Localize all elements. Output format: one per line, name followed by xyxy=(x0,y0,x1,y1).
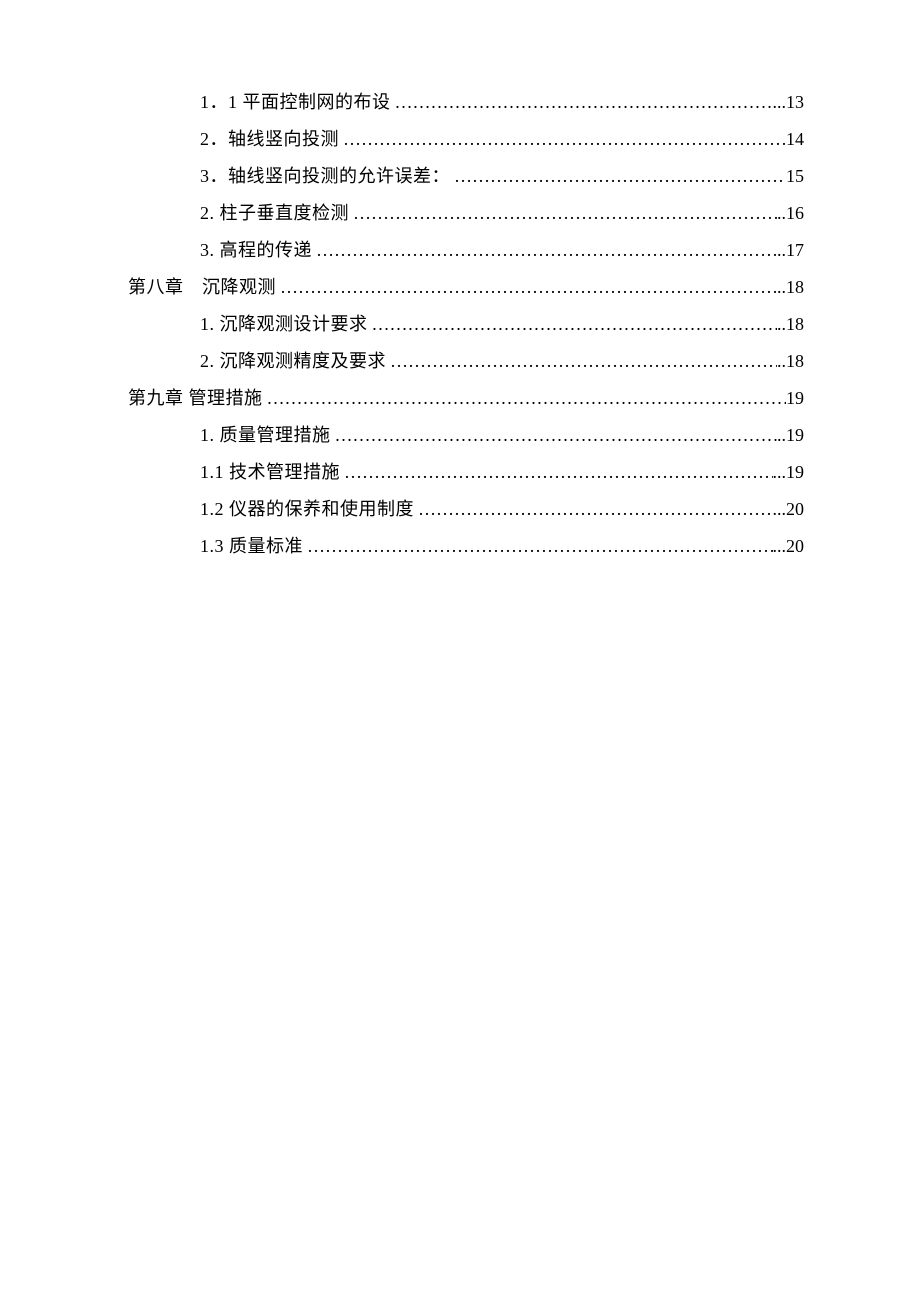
toc-page-number: ...13 xyxy=(773,84,805,121)
toc-entry: 2. 沉降观测精度及要求 ..18 xyxy=(128,343,804,380)
toc-entry: 1. 沉降观测设计要求 ..18 xyxy=(128,306,804,343)
toc-entry: 第九章 管理措施 19 xyxy=(128,380,804,417)
toc-leader-dots xyxy=(263,380,787,417)
toc-label: 1．1 平面控制网的布设 xyxy=(200,84,391,121)
toc-label: 2. 柱子垂直度检测 xyxy=(200,195,349,232)
toc-label: 1.2 仪器的保养和使用制度 xyxy=(200,491,414,528)
toc-leader-dots xyxy=(391,84,773,121)
toc-entry: 1.2 仪器的保养和使用制度 ...20 xyxy=(128,491,804,528)
toc-entry: 2. 柱子垂直度检测 ..16 xyxy=(128,195,804,232)
toc-entry: 1. 质量管理措施 ..19 xyxy=(128,417,804,454)
table-of-contents: 1．1 平面控制网的布设...132．轴线竖向投测143．轴线竖向投测的允许误差… xyxy=(128,84,804,565)
toc-label: 1.1 技术管理措施 xyxy=(200,454,340,491)
toc-leader-dots xyxy=(339,121,786,158)
toc-entry: 2．轴线竖向投测 14 xyxy=(128,121,804,158)
toc-entry: 3. 高程的传递 ..17 xyxy=(128,232,804,269)
toc-page-number: 15 xyxy=(786,158,804,195)
toc-label: 2．轴线竖向投测 xyxy=(200,121,339,158)
toc-leader-dots xyxy=(331,417,778,454)
toc-label: 3. 高程的传递 xyxy=(200,232,312,269)
toc-page-number: ..18 xyxy=(777,306,804,343)
toc-leader-dots xyxy=(303,528,773,565)
toc-entry: 1.3 质量标准 ...20 xyxy=(128,528,804,565)
toc-page-number: ...20 xyxy=(773,528,805,565)
toc-page-number: ..18 xyxy=(777,269,804,306)
toc-label: 1. 质量管理措施 xyxy=(200,417,331,454)
toc-page-number: ..19 xyxy=(777,417,804,454)
toc-entry: 第八章 沉降观测 ..18 xyxy=(128,269,804,306)
toc-page-number: ..17 xyxy=(777,232,804,269)
toc-page-number: 19 xyxy=(786,380,804,417)
toc-leader-dots xyxy=(349,195,777,232)
toc-label: 第九章 管理措施 xyxy=(128,380,263,417)
toc-entry: 3．轴线竖向投测的允许误差： 15 xyxy=(128,158,804,195)
toc-leader-dots xyxy=(386,343,777,380)
toc-page-number: ...20 xyxy=(773,491,805,528)
toc-label: 3．轴线竖向投测的允许误差： xyxy=(200,158,450,195)
toc-label: 1. 沉降观测设计要求 xyxy=(200,306,368,343)
toc-label: 1.3 质量标准 xyxy=(200,528,303,565)
toc-page-number: ..18 xyxy=(777,343,804,380)
toc-leader-dots xyxy=(368,306,778,343)
toc-label: 第八章 沉降观测 xyxy=(128,269,276,306)
toc-leader-dots xyxy=(276,269,777,306)
toc-page-number: ...19 xyxy=(773,454,805,491)
toc-entry: 1．1 平面控制网的布设 ...13 xyxy=(128,84,804,121)
toc-leader-dots xyxy=(340,454,773,491)
toc-entry: 1.1 技术管理措施 ...19 xyxy=(128,454,804,491)
toc-leader-dots xyxy=(312,232,777,269)
toc-leader-dots xyxy=(414,491,773,528)
toc-label: 2. 沉降观测精度及要求 xyxy=(200,343,386,380)
toc-leader-dots xyxy=(450,158,786,195)
toc-page-number: ..16 xyxy=(777,195,804,232)
toc-page-number: 14 xyxy=(786,121,804,158)
